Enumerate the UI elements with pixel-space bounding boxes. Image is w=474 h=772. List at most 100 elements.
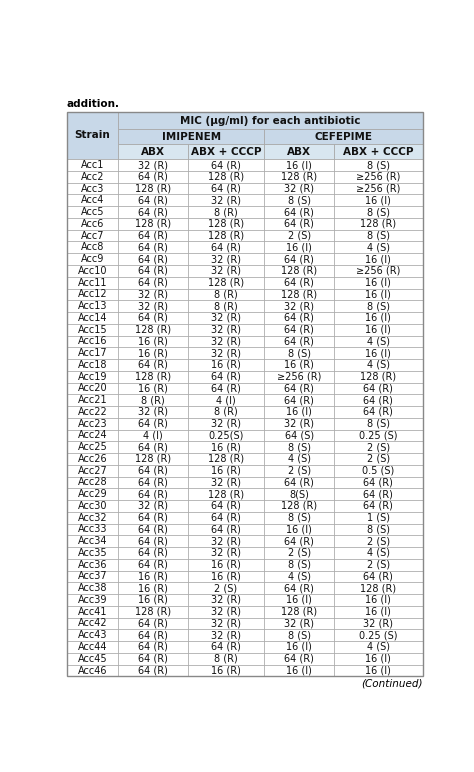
Bar: [118, 582, 188, 594]
Bar: [188, 465, 264, 476]
Text: 16 (I): 16 (I): [286, 642, 312, 652]
Bar: [188, 195, 264, 206]
Bar: [66, 394, 118, 406]
Bar: [66, 442, 118, 453]
Bar: [188, 230, 264, 242]
Bar: [334, 171, 423, 183]
Text: 2 (S): 2 (S): [367, 560, 390, 570]
Text: 4 (S): 4 (S): [367, 548, 390, 558]
Text: 128 (R): 128 (R): [281, 266, 317, 276]
Bar: [188, 476, 264, 489]
Text: 32 (R): 32 (R): [211, 537, 241, 547]
Bar: [66, 500, 118, 512]
Bar: [334, 359, 423, 371]
Text: 32 (R): 32 (R): [138, 290, 168, 300]
Text: Acc36: Acc36: [78, 560, 107, 570]
Bar: [264, 489, 334, 500]
Bar: [188, 183, 264, 195]
Bar: [118, 206, 188, 218]
Text: Acc39: Acc39: [78, 595, 107, 605]
Bar: [118, 336, 188, 347]
Text: 64 (R): 64 (R): [211, 184, 241, 194]
Bar: [118, 571, 188, 582]
Bar: [334, 512, 423, 523]
Bar: [188, 512, 264, 523]
Bar: [264, 547, 334, 559]
Bar: [334, 289, 423, 300]
Bar: [264, 253, 334, 265]
Bar: [66, 394, 118, 406]
Text: 64 (R): 64 (R): [138, 618, 168, 628]
Bar: [118, 171, 188, 183]
Bar: [66, 112, 118, 159]
Bar: [118, 665, 188, 676]
Bar: [264, 618, 334, 629]
Text: ABX + CCCP: ABX + CCCP: [191, 147, 261, 157]
Text: 2 (S): 2 (S): [288, 466, 310, 476]
Bar: [334, 500, 423, 512]
Bar: [334, 653, 423, 665]
Text: 0.5 (S): 0.5 (S): [362, 466, 394, 476]
Bar: [188, 442, 264, 453]
Bar: [188, 406, 264, 418]
Bar: [188, 183, 264, 195]
Bar: [264, 571, 334, 582]
Text: 16 (I): 16 (I): [365, 665, 392, 676]
Bar: [334, 523, 423, 535]
Text: 16 (I): 16 (I): [365, 278, 392, 288]
Bar: [334, 323, 423, 336]
Bar: [334, 476, 423, 489]
Bar: [66, 547, 118, 559]
Text: 64 (R): 64 (R): [138, 524, 168, 534]
Text: 128 (R): 128 (R): [208, 278, 244, 288]
Bar: [66, 159, 118, 171]
Bar: [188, 394, 264, 406]
Text: Acc41: Acc41: [78, 607, 107, 617]
Text: Acc37: Acc37: [78, 571, 107, 581]
Text: ≥256 (R): ≥256 (R): [356, 266, 401, 276]
Bar: [188, 418, 264, 429]
Text: 64 (R): 64 (R): [138, 172, 168, 182]
Bar: [188, 359, 264, 371]
Text: 64 (R): 64 (R): [364, 407, 393, 417]
Bar: [66, 641, 118, 653]
Bar: [264, 606, 334, 618]
Bar: [66, 312, 118, 323]
Text: Acc29: Acc29: [78, 489, 107, 499]
Bar: [334, 276, 423, 289]
Bar: [188, 300, 264, 312]
Bar: [66, 559, 118, 571]
Text: 32 (R): 32 (R): [284, 418, 314, 428]
Text: 32 (R): 32 (R): [364, 618, 393, 628]
Text: 64 (R): 64 (R): [138, 442, 168, 452]
Text: Acc44: Acc44: [78, 642, 107, 652]
Bar: [264, 559, 334, 571]
Text: 8 (S): 8 (S): [288, 513, 310, 523]
Bar: [264, 144, 334, 159]
Text: 64 (R): 64 (R): [138, 418, 168, 428]
Text: 16 (R): 16 (R): [138, 384, 168, 394]
Bar: [66, 312, 118, 323]
Bar: [264, 582, 334, 594]
Bar: [334, 547, 423, 559]
Text: 64 (R): 64 (R): [284, 325, 314, 334]
Bar: [264, 336, 334, 347]
Bar: [188, 429, 264, 442]
Text: 64 (R): 64 (R): [138, 195, 168, 205]
Bar: [66, 453, 118, 465]
Bar: [334, 571, 423, 582]
Bar: [118, 112, 423, 130]
Bar: [188, 406, 264, 418]
Bar: [66, 347, 118, 359]
Bar: [118, 144, 188, 159]
Text: 32 (R): 32 (R): [211, 595, 241, 605]
Bar: [264, 323, 334, 336]
Text: 64 (R): 64 (R): [138, 560, 168, 570]
Bar: [264, 383, 334, 394]
Text: addition.: addition.: [66, 99, 119, 109]
Bar: [264, 594, 334, 606]
Text: 8 (R): 8 (R): [214, 407, 238, 417]
Bar: [334, 653, 423, 665]
Bar: [334, 594, 423, 606]
Bar: [334, 476, 423, 489]
